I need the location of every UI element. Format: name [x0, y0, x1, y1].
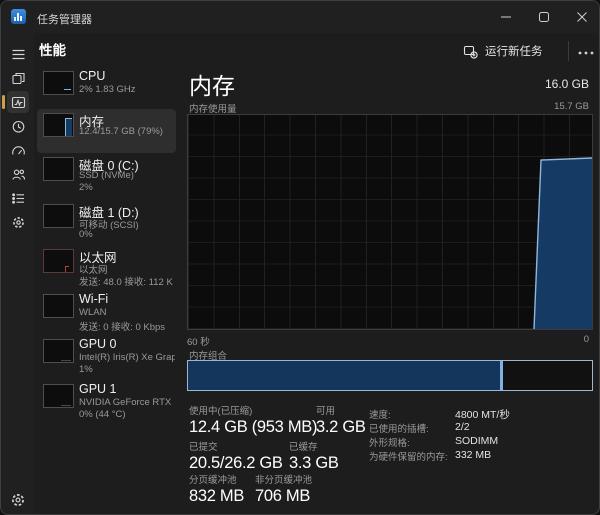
details-list-icon	[11, 192, 24, 204]
titlebar: 任务管理器	[1, 1, 599, 33]
disk1-mini-graph	[43, 204, 74, 228]
nav-details[interactable]	[7, 187, 29, 209]
page-title: 性能	[39, 43, 66, 58]
sidebar-item-gpu0[interactable]: GPU 0 Intel(R) Iris(R) Xe Grap 1%	[37, 335, 176, 383]
sidebar-item-ethernet[interactable]: 以太网 以太网 发送: 48.0 接收: 112 K	[37, 245, 176, 293]
stat-paged-pool: 分页缓冲池 832 MB	[189, 475, 245, 505]
task-manager-app-icon	[11, 9, 26, 24]
menu-button[interactable]	[7, 43, 29, 65]
header-divider	[568, 41, 569, 61]
nav-users[interactable]	[7, 163, 29, 185]
nav-startup-apps[interactable]	[7, 139, 29, 161]
run-new-task-icon	[463, 45, 478, 59]
more-options-button[interactable]	[575, 43, 597, 59]
nav-services[interactable]	[7, 211, 29, 233]
settings-gear-icon	[12, 494, 24, 506]
detail-form-factor: 外形规格: SODIMM	[369, 435, 499, 449]
memory-usage-chart[interactable]	[187, 114, 593, 330]
composition-modified-segment	[500, 361, 503, 390]
startup-gauge-icon	[11, 145, 25, 155]
close-icon	[577, 12, 587, 22]
stat-committed: 已提交 20.5/26.2 GB	[189, 442, 283, 472]
hamburger-icon	[12, 49, 24, 59]
composition-in-use-segment	[188, 361, 500, 390]
nav-processes[interactable]	[7, 67, 29, 89]
stat-in-use: 使用中(已压缩) 12.4 GB (953 MB)	[189, 406, 318, 436]
detail-speed: 速度: 4800 MT/秒	[369, 409, 510, 421]
processes-icon	[11, 72, 25, 84]
nav-performance[interactable]	[7, 91, 29, 113]
sidebar-item-wifi[interactable]: Wi-Fi WLAN 发送: 0 接收: 0 Kbps	[37, 290, 176, 338]
settings-button[interactable]	[7, 489, 29, 511]
gpu1-mini-graph	[43, 384, 74, 408]
stat-non-paged-pool: 非分页缓冲池 706 MB	[255, 475, 313, 505]
window-title: 任务管理器	[37, 14, 92, 26]
sidebar-item-disk0[interactable]: 磁盘 0 (C:) SSD (NVMe) 2%	[37, 153, 176, 201]
memory-total: 16.0 GB	[544, 77, 589, 91]
memory-composition-label: 内存组合	[189, 351, 228, 362]
navigation-rail	[1, 33, 34, 514]
sidebar-item-memory[interactable]: 内存 12.4/15.7 GB (79%)	[37, 109, 176, 153]
ethernet-mini-graph	[43, 249, 74, 273]
sidebar-item-gpu1[interactable]: GPU 1 NVIDIA GeForce RTX 0% (44 °C)	[37, 380, 176, 428]
sidebar-item-cpu[interactable]: CPU 2% 1.83 GHz	[37, 67, 176, 111]
cpu-mini-graph	[43, 71, 74, 95]
history-clock-icon	[12, 120, 24, 133]
chart-time-axis-left: 60 秒	[187, 337, 210, 348]
sidebar-item-disk1[interactable]: 磁盘 1 (D:) 可移动 (SCSI) 0%	[37, 200, 176, 248]
run-new-task-label: 运行新任务	[485, 46, 543, 58]
maximize-button[interactable]	[525, 1, 563, 33]
minimize-button[interactable]	[487, 1, 525, 33]
nav-app-history[interactable]	[7, 115, 29, 137]
memory-usage-area	[188, 115, 592, 329]
run-new-task-button[interactable]: 运行新任务	[463, 38, 543, 64]
selected-accent-pill	[2, 95, 5, 109]
chart-time-axis-right: 0	[583, 334, 589, 345]
stat-available: 可用 3.2 GB	[316, 406, 366, 436]
maximize-icon	[539, 12, 549, 22]
ellipsis-icon	[578, 51, 594, 54]
minimize-icon	[501, 16, 511, 18]
memory-composition-bar[interactable]	[187, 360, 593, 391]
stat-cached: 已缓存 3.3 GB	[289, 442, 339, 472]
memory-title: 内存	[189, 73, 235, 99]
performance-icon	[11, 96, 25, 108]
users-icon	[11, 169, 25, 180]
disk0-mini-graph	[43, 157, 74, 181]
memory-usage-max: 15.7 GB	[554, 101, 589, 112]
detail-slots-used: 已使用的插槽: 2/2	[369, 421, 470, 435]
services-gear-icon	[12, 216, 24, 228]
close-button[interactable]	[563, 1, 599, 33]
wifi-mini-graph	[43, 294, 74, 318]
memory-usage-label: 内存使用量	[189, 104, 237, 115]
memory-mini-graph	[43, 113, 74, 137]
gpu0-mini-graph	[43, 339, 74, 363]
detail-hardware-reserved: 为硬件保留的内存: 332 MB	[369, 449, 492, 463]
